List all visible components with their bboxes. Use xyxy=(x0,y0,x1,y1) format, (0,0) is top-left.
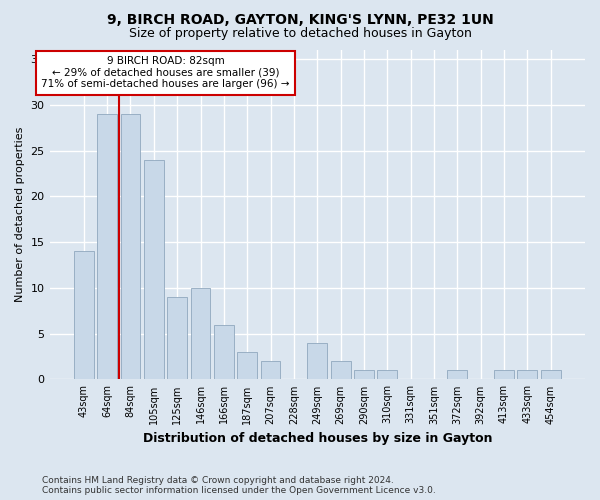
Bar xyxy=(74,252,94,380)
Bar xyxy=(331,361,350,380)
Bar xyxy=(260,361,280,380)
Bar xyxy=(214,324,234,380)
Bar xyxy=(354,370,374,380)
Bar xyxy=(494,370,514,380)
Bar xyxy=(307,343,327,380)
Text: Size of property relative to detached houses in Gayton: Size of property relative to detached ho… xyxy=(128,28,472,40)
Bar xyxy=(167,297,187,380)
Text: 9 BIRCH ROAD: 82sqm
← 29% of detached houses are smaller (39)
71% of semi-detach: 9 BIRCH ROAD: 82sqm ← 29% of detached ho… xyxy=(41,56,290,90)
Bar xyxy=(191,288,211,380)
Bar xyxy=(541,370,560,380)
Bar xyxy=(517,370,538,380)
Y-axis label: Number of detached properties: Number of detached properties xyxy=(15,127,25,302)
Bar xyxy=(448,370,467,380)
Text: Contains HM Land Registry data © Crown copyright and database right 2024.
Contai: Contains HM Land Registry data © Crown c… xyxy=(42,476,436,495)
Text: 9, BIRCH ROAD, GAYTON, KING'S LYNN, PE32 1UN: 9, BIRCH ROAD, GAYTON, KING'S LYNN, PE32… xyxy=(107,12,493,26)
Bar xyxy=(97,114,117,380)
Bar xyxy=(121,114,140,380)
X-axis label: Distribution of detached houses by size in Gayton: Distribution of detached houses by size … xyxy=(143,432,492,445)
Bar xyxy=(238,352,257,380)
Bar xyxy=(377,370,397,380)
Bar xyxy=(144,160,164,380)
